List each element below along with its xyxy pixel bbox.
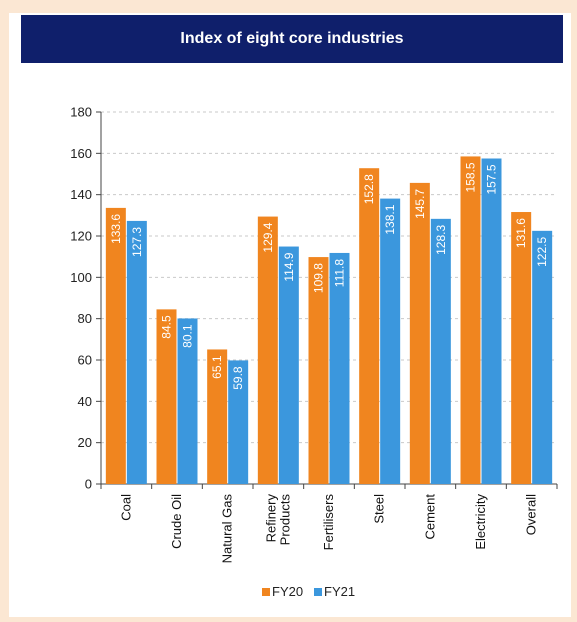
bar-fy20 bbox=[460, 156, 481, 484]
legend-label-fy21: FY21 bbox=[324, 584, 355, 599]
bar-fy21 bbox=[177, 318, 198, 484]
data-label: 65.1 bbox=[210, 355, 224, 379]
data-label: 127.3 bbox=[130, 227, 144, 257]
data-label: 133.6 bbox=[109, 214, 123, 244]
bar-fy20 bbox=[409, 182, 430, 485]
x-category-label: Electricity bbox=[473, 494, 488, 550]
data-labels: 133.6 127.3 84.5 80.1 65.1 59.8 129.4 114.9 109.… bbox=[109, 162, 549, 390]
x-category-label: Cement bbox=[422, 494, 437, 540]
data-label: 129.4 bbox=[261, 222, 275, 252]
bar-fy21 bbox=[532, 230, 553, 484]
data-label: 109.8 bbox=[312, 263, 326, 293]
legend-label-fy20: FY20 bbox=[272, 584, 303, 599]
bar-fy21 bbox=[481, 158, 502, 484]
chart-title: Index of eight core industries bbox=[21, 15, 563, 63]
bar-fy20 bbox=[359, 168, 380, 485]
y-tick-label: 20 bbox=[78, 435, 92, 450]
data-label: 111.8 bbox=[333, 259, 347, 288]
data-label: 114.9 bbox=[282, 252, 296, 281]
bar-fy21 bbox=[126, 220, 147, 484]
y-tick-label: 140 bbox=[70, 187, 92, 202]
bars bbox=[105, 156, 553, 485]
data-label: 80.1 bbox=[181, 324, 195, 348]
bar-fy20 bbox=[308, 257, 329, 484]
bar-fy20 bbox=[105, 207, 126, 485]
y-tick-label: 100 bbox=[70, 270, 92, 285]
bar-fy21 bbox=[329, 252, 350, 484]
data-label: 128.3 bbox=[434, 225, 448, 255]
legend-swatch-fy21 bbox=[314, 588, 322, 596]
bar-fy21 bbox=[278, 246, 299, 484]
bar-fy21 bbox=[228, 360, 249, 484]
y-tick-label: 180 bbox=[70, 105, 92, 120]
y-tick-label: 160 bbox=[70, 146, 92, 161]
y-tick-label: 0 bbox=[85, 477, 92, 492]
data-label: 145.7 bbox=[413, 189, 427, 219]
x-category-label: Overall bbox=[524, 494, 539, 535]
legend: FY20 FY21 bbox=[262, 584, 355, 599]
data-label: 158.5 bbox=[464, 162, 478, 192]
x-category-label: Steel bbox=[372, 494, 387, 524]
bar-fy20 bbox=[257, 216, 278, 484]
bar-fy21 bbox=[380, 198, 401, 485]
x-category-label: Fertilisers bbox=[321, 494, 336, 551]
x-category-label: Products bbox=[277, 494, 292, 546]
legend-swatch-fy20 bbox=[262, 588, 270, 596]
x-category-label: Natural Gas bbox=[220, 494, 235, 564]
gridlines bbox=[101, 111, 557, 444]
bar-fy21 bbox=[430, 218, 451, 484]
data-label: 122.5 bbox=[535, 237, 549, 267]
bar-fy20 bbox=[207, 349, 228, 484]
data-label: 152.8 bbox=[362, 174, 376, 204]
data-label: 84.5 bbox=[160, 315, 174, 339]
bar-fy20 bbox=[511, 212, 532, 484]
y-tick-label: 40 bbox=[78, 394, 92, 409]
bar-fy20 bbox=[156, 309, 177, 484]
axes: 0 20 40 60 80 100 120 140 160 180 Coal Crude Oil Nat… bbox=[70, 105, 558, 564]
x-category-label: Crude Oil bbox=[169, 494, 184, 549]
x-category-label: Refinery bbox=[263, 494, 278, 543]
x-category-label: Coal bbox=[118, 494, 133, 521]
data-label: 131.6 bbox=[514, 218, 528, 248]
data-label: 157.5 bbox=[485, 164, 499, 194]
y-tick-label: 60 bbox=[78, 353, 92, 368]
data-label: 138.1 bbox=[383, 204, 397, 234]
data-label: 59.8 bbox=[231, 366, 245, 390]
y-tick-label: 120 bbox=[70, 229, 92, 244]
y-tick-label: 80 bbox=[78, 311, 92, 326]
